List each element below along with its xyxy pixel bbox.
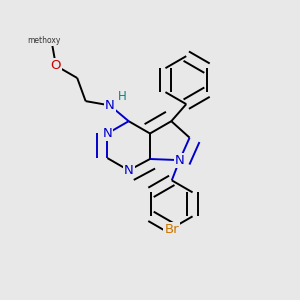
Text: methoxy: methoxy bbox=[27, 36, 61, 45]
Text: N: N bbox=[105, 99, 115, 112]
Text: N: N bbox=[175, 154, 184, 166]
Text: H: H bbox=[118, 90, 127, 103]
Text: O: O bbox=[51, 59, 61, 72]
Text: Br: Br bbox=[164, 224, 179, 236]
Text: N: N bbox=[124, 164, 134, 177]
Text: N: N bbox=[103, 127, 112, 140]
